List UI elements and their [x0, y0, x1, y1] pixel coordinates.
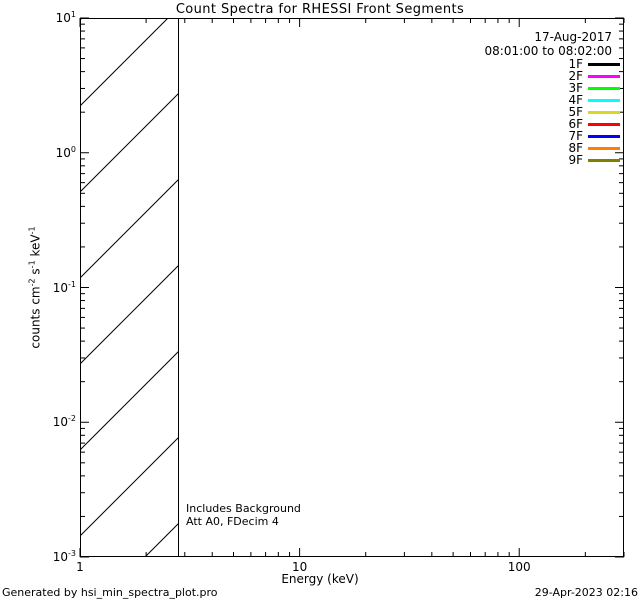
legend-entry-3f: 3F: [440, 82, 620, 94]
x-axis-title: Energy (keV): [281, 572, 359, 586]
y-tick-label: 100: [55, 144, 76, 160]
legend-entry-7f: 7F: [440, 130, 620, 142]
plot-area: Includes Background Att A0, FDecim 4: [80, 18, 624, 557]
y-tick-label: 10-2: [52, 414, 76, 430]
x-tick-label: 100: [507, 560, 531, 574]
y-axis-title-text-2: s: [28, 268, 43, 279]
y-axis-tick-labels: 101 100 10-1 10-2 10-3: [28, 0, 76, 600]
legend-entry-label: 9F: [568, 153, 583, 167]
y-axis-title: counts cm-2 s-1 keV-1: [28, 158, 43, 418]
legend-entry-label: 7F: [568, 129, 583, 143]
y-axis-title-text-3: keV: [28, 234, 43, 261]
legend-entry-2f: 2F: [440, 70, 620, 82]
y-tick-label: 10-1: [52, 279, 76, 295]
legend-entry-4f: 4F: [440, 94, 620, 106]
legend-entry-label: 2F: [568, 69, 583, 83]
legend-entry-8f: 8F: [440, 142, 620, 154]
legend-color-swatch: [588, 98, 620, 102]
legend-entry-label: 5F: [568, 105, 583, 119]
legend-color-swatch: [588, 158, 620, 162]
legend-entry-6f: 6F: [440, 118, 620, 130]
y-axis-exp-2: -1: [27, 260, 37, 269]
y-axis-exp-1: -2: [27, 278, 37, 287]
annotation-line-2: Att A0, FDecim 4: [186, 515, 279, 528]
legend-color-swatch: [588, 146, 620, 150]
legend-time-range: 08:01:00 to 08:02:00: [484, 44, 612, 58]
legend-entries: 1F 2F 3F 4F 5F 6F 7F 8F 9F: [440, 58, 620, 166]
annotation-line-1: Includes Background: [186, 502, 301, 515]
y-axis-title-text: counts cm: [28, 286, 43, 349]
legend-entry-label: 4F: [568, 93, 583, 107]
legend-color-swatch: [588, 122, 620, 126]
plot-annotation: Includes Background Att A0, FDecim 4: [186, 502, 301, 528]
legend-color-swatch: [588, 86, 620, 90]
legend-entry-5f: 5F: [440, 106, 620, 118]
legend: 17-Aug-2017 08:01:00 to 08:02:00 1F 2F 3F 4…: [440, 30, 620, 166]
y-axis-exp-3: -1: [27, 226, 37, 235]
legend-entry-9f: 9F: [440, 154, 620, 166]
excluded-energy-band: [81, 19, 179, 556]
y-tick-label: 101: [55, 10, 76, 25]
legend-entry-label: 3F: [568, 81, 583, 95]
legend-entry-label: 1F: [568, 57, 583, 71]
x-axis-tick-labels: 1 10 100: [0, 560, 640, 578]
legend-entry-label: 8F: [568, 141, 583, 155]
legend-entry-1f: 1F: [440, 58, 620, 70]
x-tick-label: 10: [291, 560, 308, 574]
page-title: Count Spectra for RHESSI Front Segments: [175, 2, 465, 17]
y-tick-label: 10-3: [52, 549, 76, 564]
legend-entry-label: 6F: [568, 117, 583, 131]
legend-color-swatch: [588, 110, 620, 114]
legend-color-swatch: [588, 62, 620, 66]
footer-timestamp: 29-Apr-2023 02:16: [534, 586, 638, 599]
legend-color-swatch: [588, 134, 620, 138]
legend-color-swatch: [588, 74, 620, 78]
legend-date: 17-Aug-2017: [534, 30, 612, 44]
excluded-band-edge: [178, 19, 179, 556]
x-tick-label: 1: [76, 560, 84, 574]
footer-generator: Generated by hsi_min_spectra_plot.pro: [2, 586, 218, 599]
